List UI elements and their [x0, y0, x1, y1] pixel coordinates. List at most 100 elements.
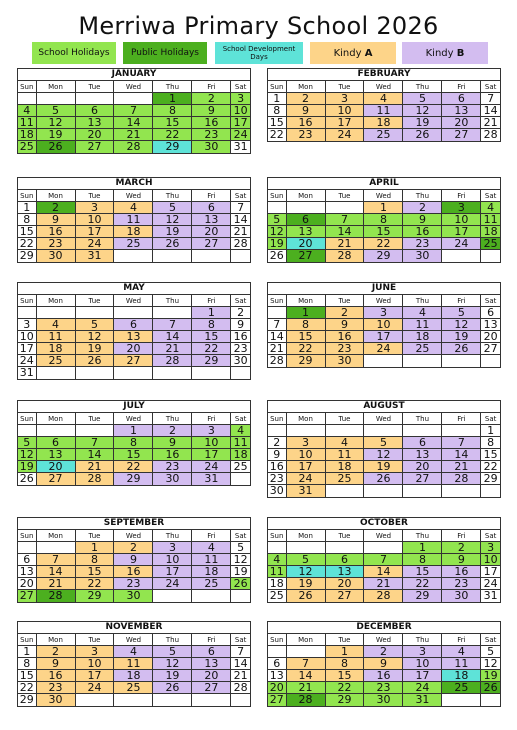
day-cell: 24	[18, 355, 37, 367]
empty-cell	[36, 307, 76, 319]
day-cell: 4	[268, 554, 287, 566]
day-cell: 30	[442, 590, 482, 602]
day-cell: 4	[442, 646, 482, 658]
weekday-tue: Tue	[75, 295, 115, 307]
day-cell: 2	[231, 307, 250, 319]
empty-cell	[192, 250, 232, 262]
day-cell: 9	[364, 658, 404, 670]
day-cell: 19	[18, 461, 37, 473]
week-row: 15 16 17 18 19 20 21	[18, 226, 250, 238]
month-name: OCTOBER	[268, 518, 500, 530]
day-cell: 1	[325, 646, 365, 658]
weekday-sun: Sun	[268, 530, 287, 542]
day-cell: 3	[403, 646, 443, 658]
day-cell: 26	[268, 250, 287, 262]
day-cell: 22	[325, 682, 365, 694]
day-cell: 20	[325, 578, 365, 590]
day-cell: 8	[268, 105, 287, 117]
empty-cell	[75, 425, 115, 437]
day-cell: 15	[268, 117, 287, 129]
day-cell: 28	[231, 238, 250, 250]
day-cell: 25	[231, 461, 250, 473]
day-cell: 4	[364, 93, 404, 105]
day-cell: 24	[286, 473, 326, 485]
week-row: 31	[18, 367, 250, 379]
day-cell: 11	[325, 449, 365, 461]
day-cell: 26	[75, 355, 115, 367]
day-cell: 11	[231, 437, 250, 449]
weekday-mon: Mon	[286, 81, 326, 93]
day-cell: 26	[153, 682, 193, 694]
empty-cell	[286, 202, 326, 214]
week-row: 28 29 30	[268, 355, 500, 367]
legend-item-public-holiday: Public Holidays	[123, 42, 207, 64]
day-cell: 31	[286, 485, 326, 497]
empty-cell	[286, 542, 326, 554]
weekday-mon: Mon	[286, 634, 326, 646]
week-row: 20 21 22 23 24 25 26	[18, 578, 250, 590]
day-cell: 22	[403, 578, 443, 590]
day-cell: 7	[75, 437, 115, 449]
day-cell: 27	[114, 355, 154, 367]
day-cell: 11	[114, 214, 154, 226]
day-cell: 21	[114, 129, 154, 141]
day-cell: 5	[442, 307, 482, 319]
day-cell: 23	[403, 238, 443, 250]
day-cell: 7	[36, 554, 76, 566]
day-cell: 1	[286, 307, 326, 319]
day-cell: 27	[75, 141, 115, 153]
weekday-thu: Thu	[153, 634, 193, 646]
day-cell: 16	[325, 331, 365, 343]
weekday-sun: Sun	[18, 413, 37, 425]
day-cell: 5	[268, 214, 287, 226]
weekday-sat: Sat	[231, 634, 250, 646]
day-cell: 20	[481, 331, 500, 343]
day-cell: 19	[75, 343, 115, 355]
week-row: 13 14 15 16 17 18 19	[268, 670, 500, 682]
day-cell: 11	[403, 319, 443, 331]
day-cell: 30	[192, 141, 232, 153]
day-cell: 27	[286, 250, 326, 262]
day-cell: 29	[286, 355, 326, 367]
day-cell: 15	[325, 670, 365, 682]
day-cell: 27	[36, 473, 76, 485]
day-cell: 30	[364, 694, 404, 706]
month-january: JANUARY Sun Mon Tue Wed Thu Fri Sat 1 2 3 4 5 6 7 8 9 10 1…	[17, 68, 251, 154]
day-cell: 17	[403, 670, 443, 682]
empty-cell	[153, 590, 193, 602]
day-cell: 1	[268, 93, 287, 105]
day-cell: 2	[364, 646, 404, 658]
day-cell: 12	[153, 658, 193, 670]
day-cell: 8	[192, 319, 232, 331]
week-row: 1	[268, 425, 500, 437]
day-cell: 3	[286, 437, 326, 449]
empty-cell	[76, 694, 115, 706]
day-cell: 12	[442, 319, 482, 331]
day-cell: 18	[114, 670, 154, 682]
month-name: DECEMBER	[268, 622, 500, 634]
day-cell: 5	[403, 93, 443, 105]
day-cell: 1	[75, 542, 115, 554]
month-name: JANUARY	[18, 69, 250, 81]
day-cell: 26	[481, 682, 500, 694]
empty-cell	[36, 542, 76, 554]
weekday-tue: Tue	[75, 634, 115, 646]
empty-cell	[403, 485, 443, 497]
day-cell: 28	[36, 590, 76, 602]
weekday-thu: Thu	[403, 634, 443, 646]
day-cell: 19	[364, 461, 404, 473]
day-cell: 7	[153, 319, 193, 331]
day-cell: 18	[364, 117, 404, 129]
day-cell: 25	[18, 141, 37, 153]
week-row: 21 22 23 24 25 26 27	[268, 343, 500, 355]
weekday-thu: Thu	[153, 530, 193, 542]
weekday-sun: Sun	[268, 634, 287, 646]
day-cell: 30	[36, 250, 76, 262]
month-name: MAY	[18, 283, 250, 295]
